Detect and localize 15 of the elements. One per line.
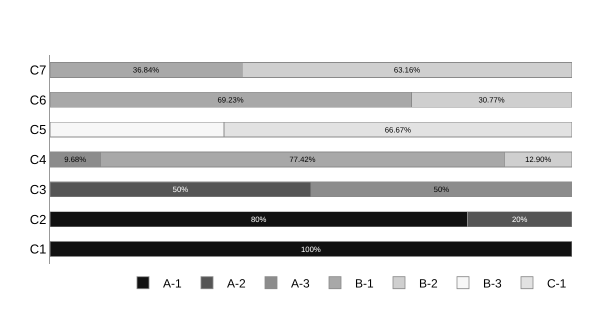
- y-tick-label: C6: [30, 92, 46, 108]
- y-tick-label: C1: [30, 242, 46, 257]
- legend-label: A-2: [227, 276, 246, 290]
- bar: [50, 241, 572, 257]
- legend-label: B-1: [355, 276, 374, 290]
- legend-label: A-1: [163, 276, 182, 290]
- y-tick-label: C2: [30, 212, 46, 227]
- legend-label: A-3: [291, 276, 310, 290]
- legend-label: B-3: [483, 276, 502, 290]
- y-tick-label: C4: [30, 152, 46, 168]
- legend-label: C-1: [547, 276, 567, 290]
- legend-label: B-2: [419, 276, 438, 290]
- y-tick-label: C7: [30, 62, 46, 78]
- y-tick-label: C5: [30, 122, 46, 138]
- y-tick-label: C3: [30, 182, 46, 197]
